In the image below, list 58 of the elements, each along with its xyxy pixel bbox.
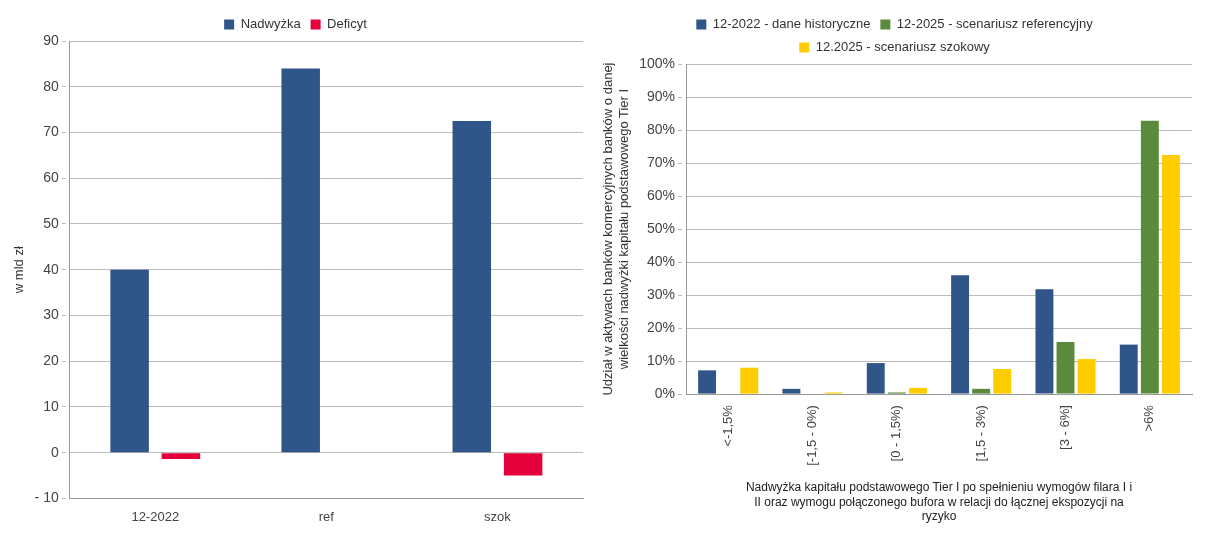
y-tick-label: 70% — [646, 153, 676, 170]
bar — [503, 453, 543, 476]
y-axis-title: Udział w aktywach banków komercyjnych banków o danej wielkości nadwyżki kapitału podstawowego Tier I — [600, 62, 631, 396]
y-tick-label: 20% — [646, 318, 676, 335]
x-tick-label: szok — [484, 508, 512, 524]
bar — [161, 453, 201, 460]
bar — [908, 387, 927, 394]
bar — [1161, 155, 1180, 394]
bar — [1035, 289, 1054, 394]
x-tick-label: ref — [318, 508, 335, 524]
y-tick-label: 0 — [50, 443, 59, 460]
bar — [110, 269, 149, 453]
y-tick-label: 80% — [646, 120, 676, 137]
legend-label: 12-2025 - scenariusz referencyjny — [896, 16, 1094, 32]
bar — [993, 369, 1012, 394]
y-tick-label: 100% — [639, 54, 676, 71]
y-tick-label: 60 — [43, 169, 59, 186]
y-tick-label: 30% — [646, 285, 676, 302]
legend-label: Nadwyżka — [240, 16, 302, 32]
y-tick-label: 20 — [43, 352, 59, 369]
y-tick-label: 60% — [646, 186, 676, 203]
bar — [782, 388, 801, 394]
bar — [698, 370, 717, 394]
bar — [972, 388, 991, 394]
y-tick-label: 10% — [646, 351, 676, 368]
x-tick-label: [-1,5 - 0%) — [804, 405, 820, 466]
y-tick-label: 40 — [43, 260, 59, 277]
x-tick-label: 12-2022 — [131, 508, 180, 524]
x-tick-label: <-1,5% — [719, 404, 735, 447]
y-tick-label: 70 — [43, 123, 59, 140]
y-tick-label: 50% — [646, 219, 676, 236]
x-tick-label: [0 - 1,5%) — [888, 405, 904, 462]
y-tick-label: 10 — [43, 397, 59, 414]
y-tick-label: 90 — [43, 31, 59, 48]
x-tick-label: >6% — [1141, 404, 1157, 432]
bar — [1140, 120, 1159, 394]
y-tick-label: 30 — [43, 306, 59, 323]
bar — [866, 363, 885, 394]
x-tick-label: [3 - 6%] — [1057, 405, 1073, 450]
y-tick-label: 80 — [43, 77, 59, 94]
x-axis-title: Nadwyżka kapitału podstawowego Tier I po spełnieniu wymogów filara I i II oraz wymogu połączonego bufora w relacji do łącznej ekspozycji na ryzyko — [745, 480, 1133, 524]
bar — [951, 275, 970, 394]
bar — [1119, 344, 1138, 394]
legend-label: Deficyt — [327, 16, 368, 32]
y-tick-label: - 10 — [34, 489, 59, 506]
bar — [281, 68, 320, 453]
x-tick-label: [1,5 - 3%) — [972, 405, 988, 462]
legend-label: 12-2022 - dane historyczne — [712, 16, 871, 32]
bar — [1056, 341, 1075, 394]
y-tick-label: 0% — [654, 384, 676, 401]
bar — [1077, 359, 1096, 394]
bar — [740, 367, 759, 394]
y-tick-label: 50 — [43, 214, 59, 231]
y-tick-label: 90% — [646, 87, 676, 104]
y-tick-label: 40% — [646, 252, 676, 269]
bar — [452, 121, 492, 453]
y-axis-title: w mld zł — [11, 246, 27, 295]
legend-label: 12.2025 - scenariusz szokowy — [815, 39, 991, 55]
